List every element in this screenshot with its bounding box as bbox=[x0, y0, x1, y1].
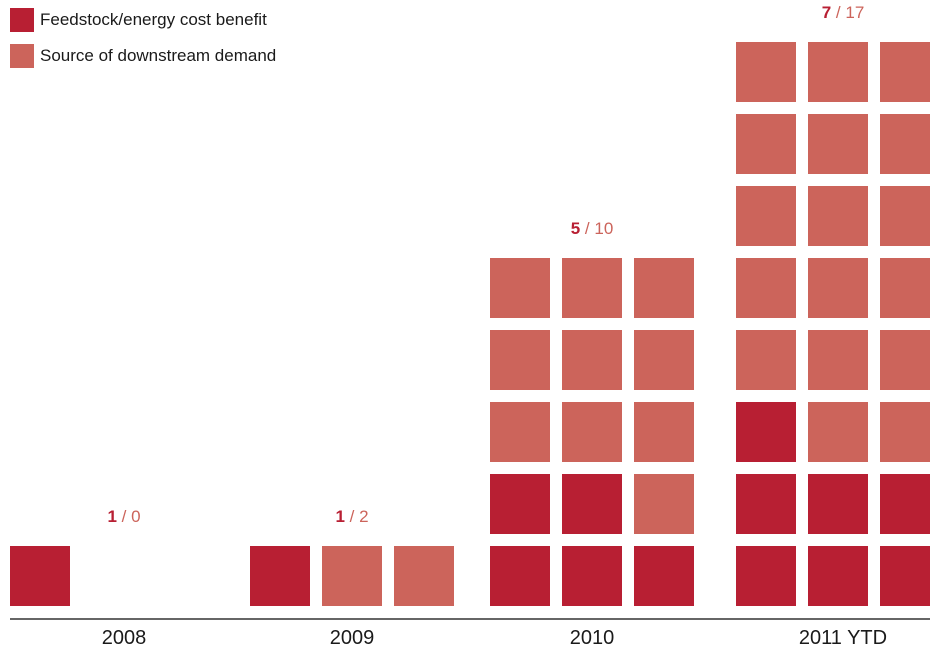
feedstock-square-2009-0 bbox=[250, 546, 310, 606]
demand-square-2010-10 bbox=[562, 330, 622, 390]
annotation-demand: 10 bbox=[590, 219, 614, 238]
demand-square-2011-ytd-17 bbox=[880, 186, 930, 246]
annotation-feedstock: 7 bbox=[822, 3, 831, 22]
annotation-feedstock: 1 bbox=[107, 507, 116, 526]
annotation-feedstock: 5 bbox=[571, 219, 580, 238]
feedstock-square-2010-4 bbox=[562, 474, 622, 534]
feedstock-square-2008-0 bbox=[10, 546, 70, 606]
demand-square-2010-14 bbox=[634, 258, 694, 318]
feedstock-square-2011-ytd-0 bbox=[736, 546, 796, 606]
demand-square-2010-5 bbox=[634, 474, 694, 534]
feedstock-square-2011-ytd-1 bbox=[808, 546, 868, 606]
annotation-separator: / bbox=[345, 507, 355, 526]
demand-square-2011-ytd-23 bbox=[880, 42, 930, 102]
demand-square-2010-13 bbox=[562, 258, 622, 318]
x-label-2008: 2008 bbox=[102, 627, 147, 649]
feedstock-square-2011-ytd-2 bbox=[880, 546, 930, 606]
legend-label-demand: Source of downstream demand bbox=[40, 46, 277, 65]
demand-square-2010-8 bbox=[634, 402, 694, 462]
annotation-2008: 1 / 0 bbox=[107, 507, 140, 526]
demand-square-2011-ytd-15 bbox=[736, 186, 796, 246]
annotation-separator: / bbox=[831, 3, 841, 22]
feedstock-square-2010-2 bbox=[634, 546, 694, 606]
demand-square-2011-ytd-22 bbox=[808, 42, 868, 102]
unit-squares bbox=[10, 42, 930, 606]
demand-square-2011-ytd-7 bbox=[808, 402, 868, 462]
legend-item-demand: Source of downstream demand bbox=[10, 44, 276, 68]
demand-square-2011-ytd-20 bbox=[880, 114, 930, 174]
demand-square-2011-ytd-14 bbox=[880, 258, 930, 318]
feedstock-square-2010-0 bbox=[490, 546, 550, 606]
demand-square-2010-12 bbox=[490, 258, 550, 318]
demand-square-2009-1 bbox=[322, 546, 382, 606]
demand-square-2011-ytd-18 bbox=[736, 114, 796, 174]
demand-square-2010-9 bbox=[490, 330, 550, 390]
feedstock-square-2011-ytd-4 bbox=[808, 474, 868, 534]
annotation-2010: 5 / 10 bbox=[571, 219, 614, 238]
demand-square-2011-ytd-19 bbox=[808, 114, 868, 174]
demand-square-2011-ytd-12 bbox=[736, 258, 796, 318]
demand-square-2009-2 bbox=[394, 546, 454, 606]
x-label-2011-ytd: 2011 YTD bbox=[799, 627, 887, 649]
feedstock-square-2010-3 bbox=[490, 474, 550, 534]
feedstock-square-2011-ytd-5 bbox=[880, 474, 930, 534]
feedstock-square-2011-ytd-6 bbox=[736, 402, 796, 462]
legend-item-feedstock: Feedstock/energy cost benefit bbox=[10, 8, 276, 32]
annotation-2009: 1 / 2 bbox=[335, 507, 368, 526]
legend-swatch-feedstock bbox=[10, 8, 34, 32]
annotation-demand: 2 bbox=[354, 507, 368, 526]
demand-square-2011-ytd-10 bbox=[808, 330, 868, 390]
demand-square-2011-ytd-11 bbox=[880, 330, 930, 390]
legend-label-feedstock: Feedstock/energy cost benefit bbox=[40, 10, 267, 29]
annotation-feedstock: 1 bbox=[335, 507, 344, 526]
annotation-2011-ytd: 7 / 17 bbox=[822, 3, 865, 22]
demand-square-2011-ytd-16 bbox=[808, 186, 868, 246]
annotation-demand: 0 bbox=[126, 507, 140, 526]
x-label-2009: 2009 bbox=[330, 627, 375, 649]
demand-square-2011-ytd-21 bbox=[736, 42, 796, 102]
feedstock-square-2011-ytd-3 bbox=[736, 474, 796, 534]
demand-square-2011-ytd-13 bbox=[808, 258, 868, 318]
demand-square-2011-ytd-9 bbox=[736, 330, 796, 390]
demand-square-2010-7 bbox=[562, 402, 622, 462]
feedstock-square-2010-1 bbox=[562, 546, 622, 606]
annotation-separator: / bbox=[117, 507, 127, 526]
demand-square-2010-11 bbox=[634, 330, 694, 390]
legend-swatch-demand bbox=[10, 44, 34, 68]
legend: Feedstock/energy cost benefit Source of … bbox=[10, 8, 276, 80]
annotation-demand: 17 bbox=[841, 3, 865, 22]
x-axis-labels: 2008 2009 2010 2011 YTD bbox=[102, 627, 887, 649]
annotation-separator: / bbox=[580, 219, 590, 238]
demand-square-2011-ytd-8 bbox=[880, 402, 930, 462]
demand-square-2010-6 bbox=[490, 402, 550, 462]
x-label-2010: 2010 bbox=[570, 627, 615, 649]
